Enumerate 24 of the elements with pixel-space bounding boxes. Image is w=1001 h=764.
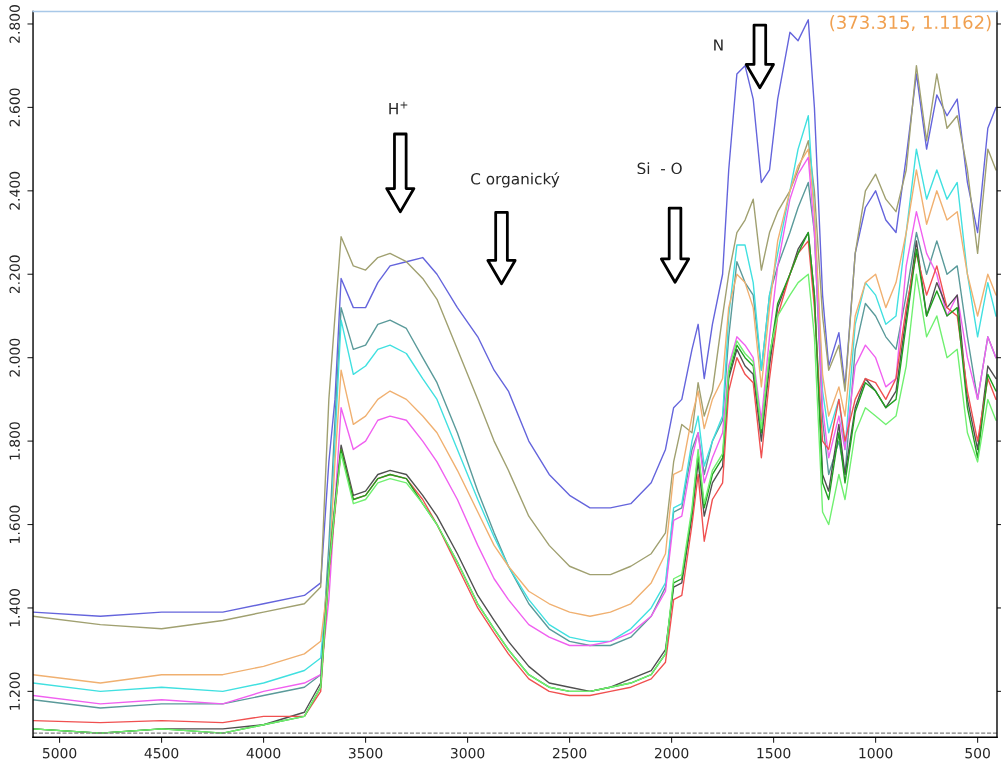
x-tick-label: 3000 xyxy=(450,747,485,759)
y-tick-label: 2.200 xyxy=(9,255,20,294)
x-tick-label: 4500 xyxy=(144,747,179,759)
x-tick-label: 4000 xyxy=(246,747,281,759)
y-tick-label: 1.200 xyxy=(9,672,20,710)
annotation: (373.315, 1.1162) xyxy=(830,15,991,32)
y-tick-label: 1.400 xyxy=(9,588,20,627)
annotation: C organický xyxy=(471,172,560,188)
annotation: H$^{+}$ xyxy=(389,101,408,115)
y-tick-label: 2.800 xyxy=(9,5,20,43)
x-tick-label: 500 xyxy=(965,747,990,759)
y-tick-label: 1.800 xyxy=(9,422,20,460)
x-tick-label: 5000 xyxy=(42,747,77,759)
y-tick-label: 2.400 xyxy=(9,171,20,210)
annotation: N xyxy=(714,39,723,51)
x-tick-label: 2000 xyxy=(654,747,689,759)
y-tick-label: 1.600 xyxy=(9,505,20,543)
x-tick-label: 2500 xyxy=(552,747,587,759)
x-tick-label: 1000 xyxy=(859,747,893,759)
x-tick-label: 3500 xyxy=(348,747,383,759)
y-tick-label: 2.000 xyxy=(9,338,20,377)
y-tick-label: 2.600 xyxy=(9,88,20,127)
x-tick-label: 1500 xyxy=(757,747,791,759)
annotation: Si - O xyxy=(637,162,682,175)
